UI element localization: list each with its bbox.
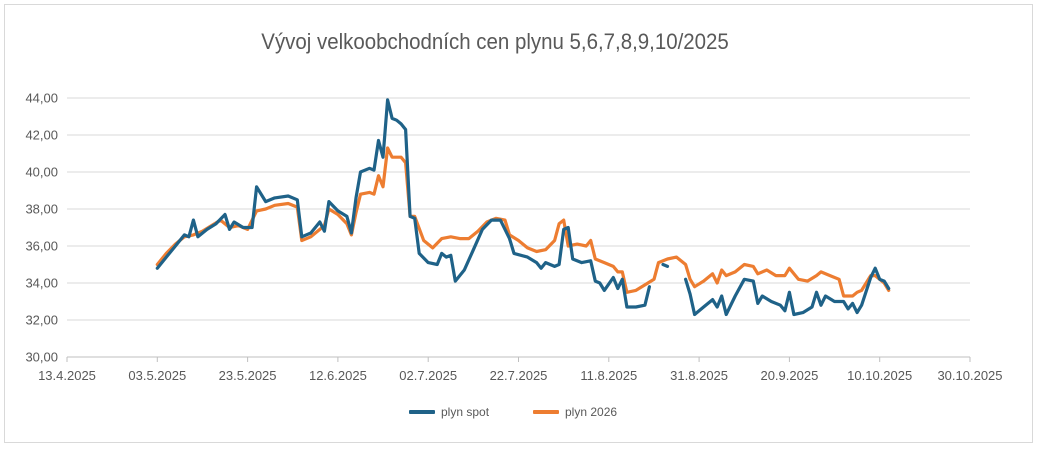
y-tick-label: 36,00 — [25, 239, 58, 254]
y-tick-label: 42,00 — [25, 128, 58, 143]
y-tick-label: 38,00 — [25, 202, 58, 217]
x-tick-label: 23.5.2025 — [219, 368, 277, 383]
grid-lines — [67, 97, 970, 321]
x-tick-label: 02.7.2025 — [399, 368, 457, 383]
x-tick-label: 11.8.2025 — [580, 368, 637, 383]
y-tick-label: 30,00 — [25, 350, 58, 365]
series-line-plyn-spot-segment-3 — [684, 266, 891, 317]
x-axis: 13.4.2025 03.5.2025 23.5.2025 12.6.2025 02.7… — [38, 356, 1003, 383]
y-axis-tick-labels: 30,00 32,00 34,00 36,00 38,00 40,00 42,00 44,00 — [25, 91, 58, 365]
legend-item-plyn-spot: plyn spot — [409, 405, 489, 419]
series-line-plyn-2026 — [155, 146, 891, 298]
x-tick-label: 30.10.2025 — [937, 368, 1002, 383]
legend-label-plyn-2026: plyn 2026 — [565, 405, 618, 419]
legend: plyn spot plyn 2026 — [0, 405, 1039, 425]
x-tick-label: 22.7.2025 — [490, 368, 548, 383]
x-tick-label: 13.4.2025 — [38, 368, 96, 383]
x-tick-label: 12.6.2025 — [309, 368, 367, 383]
legend-swatch-plyn-2026 — [533, 410, 559, 414]
series-line-plyn-spot — [155, 98, 651, 309]
series-lines — [155, 98, 891, 317]
x-tick-label: 31.8.2025 — [670, 368, 728, 383]
y-tick-label: 40,00 — [25, 165, 58, 180]
y-tick-label: 34,00 — [25, 276, 58, 291]
legend-item-plyn-2026: plyn 2026 — [533, 405, 617, 419]
legend-label-plyn-spot: plyn spot — [441, 405, 490, 419]
chart-frame — [4, 4, 1033, 443]
x-tick-label: 10.10.2025 — [847, 368, 912, 383]
x-tick-label: 03.5.2025 — [128, 368, 186, 383]
legend-swatch-plyn-spot — [409, 410, 435, 414]
series-line-plyn-spot-segment-2 — [661, 262, 670, 268]
x-tick-label: 20.9.2025 — [760, 368, 818, 383]
y-tick-label: 32,00 — [25, 313, 58, 328]
chart-title: Vývoj velkoobchodních cen plynu 5,6,7,8,… — [261, 29, 729, 54]
y-tick-label: 44,00 — [25, 91, 58, 106]
